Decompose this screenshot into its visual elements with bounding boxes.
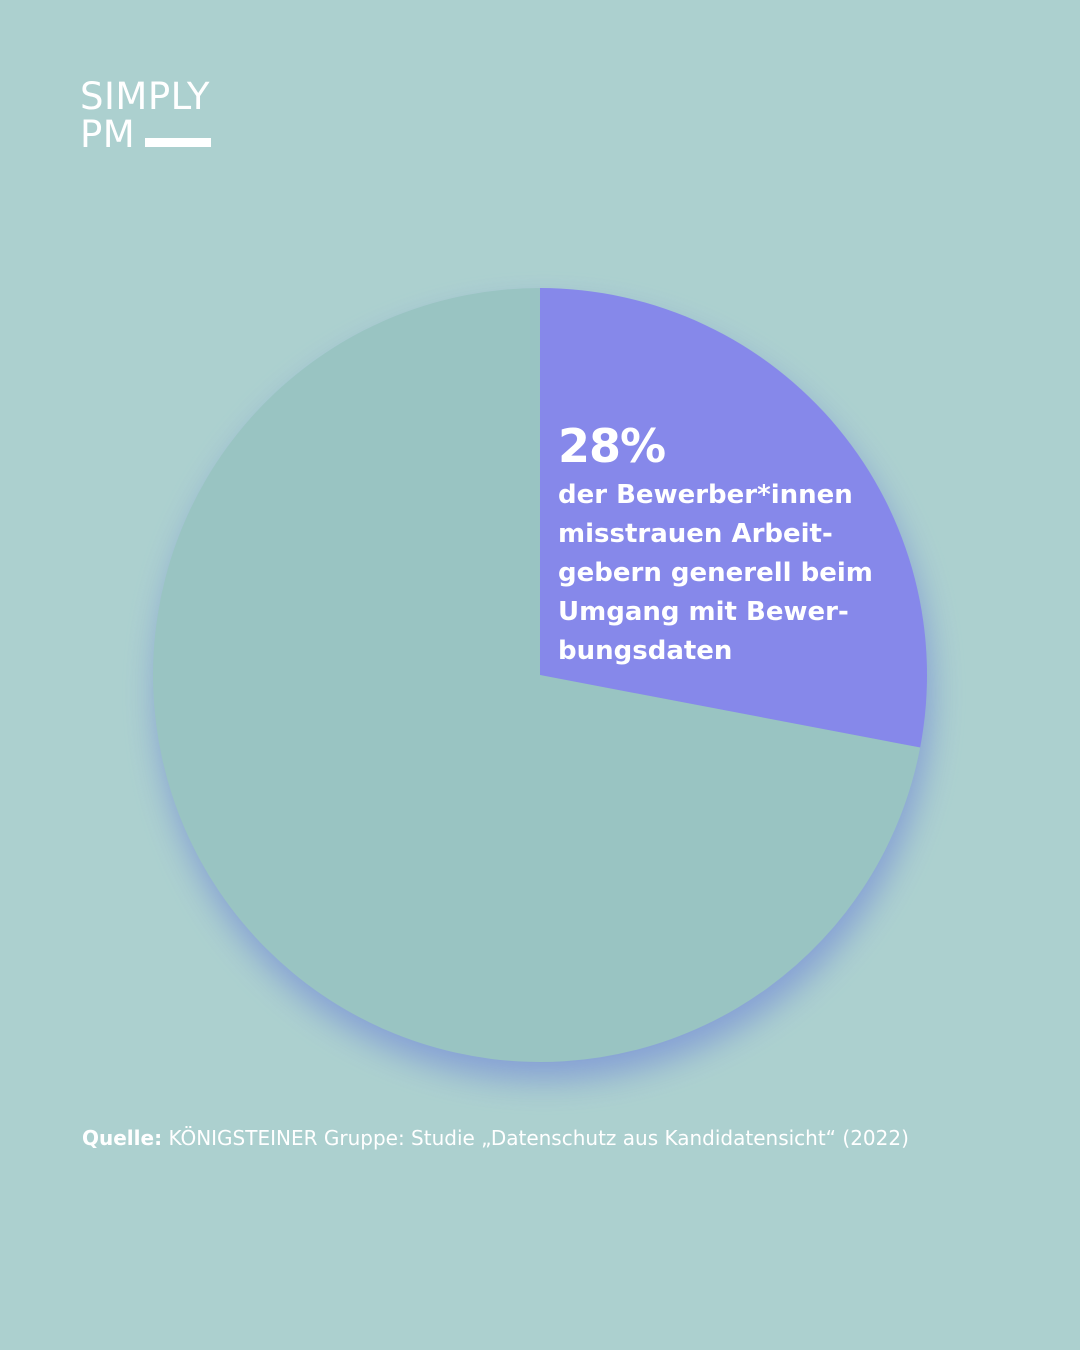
slice-description-line: Umgang mit Bewer-: [558, 597, 849, 627]
slice-description-line: bungsdaten: [558, 636, 733, 666]
brand-underline-bar: [145, 138, 212, 147]
slice-description-line: gebern generell beim: [558, 558, 873, 588]
slice-percentage: 28%: [558, 419, 666, 473]
brand-line-2: PM: [80, 113, 136, 156]
slice-description-line: misstrauen Arbeit-: [558, 519, 833, 549]
brand-line-1: SIMPLY: [80, 75, 210, 118]
pie-slice-rest: [152, 288, 921, 1062]
source-label: Quelle:: [82, 1126, 163, 1150]
source-text: KÖNIGSTEINER Gruppe: Studie „Datenschutz…: [168, 1126, 909, 1150]
highlight-slice-label: 28% der Bewerber*innen misstrauen Arbeit…: [558, 418, 873, 671]
slice-description: der Bewerber*innen misstrauen Arbeit- ge…: [558, 476, 873, 671]
brand-logo: SIMPLY PM: [80, 75, 212, 156]
slice-description-line: der Bewerber*innen: [558, 480, 853, 510]
pie-slice-highlight: [540, 288, 927, 748]
pie-slices: [152, 288, 927, 1062]
brand-line-2-row: PM: [80, 113, 212, 156]
source-note: Quelle: KÖNIGSTEINER Gruppe: Studie „Dat…: [82, 1126, 909, 1150]
